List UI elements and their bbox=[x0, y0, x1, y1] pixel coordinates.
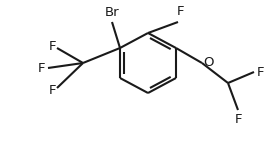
Text: F: F bbox=[257, 66, 264, 78]
Text: F: F bbox=[48, 83, 56, 97]
Text: F: F bbox=[38, 61, 45, 75]
Text: F: F bbox=[234, 113, 242, 126]
Text: Br: Br bbox=[105, 6, 119, 19]
Text: F: F bbox=[176, 5, 184, 18]
Text: O: O bbox=[204, 56, 214, 70]
Text: F: F bbox=[48, 39, 56, 53]
